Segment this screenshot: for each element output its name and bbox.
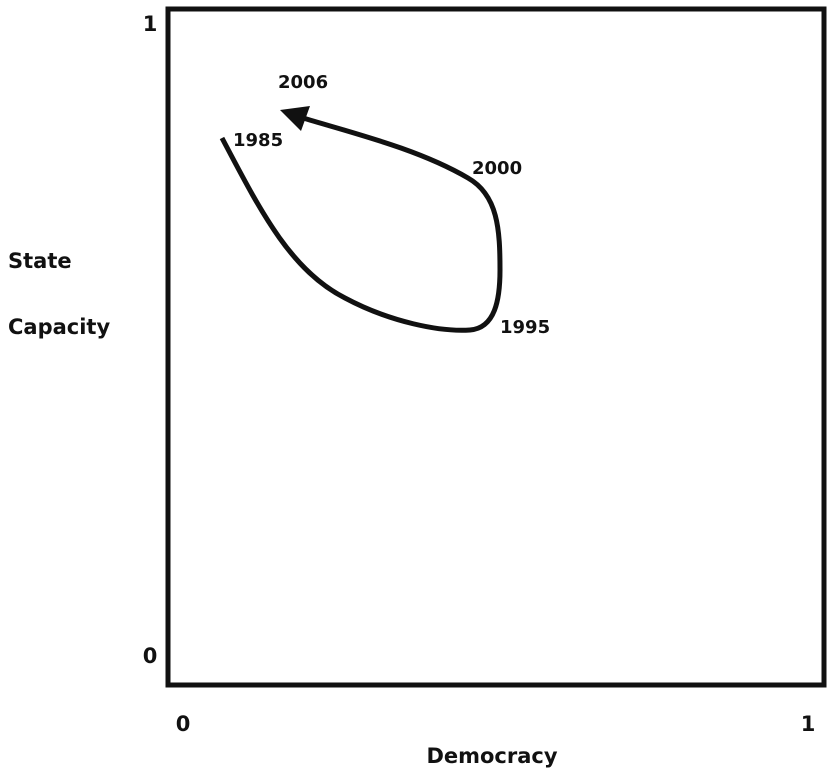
trajectory [219,115,503,333]
y-tick-label: 0 [143,644,158,668]
frame [165,6,827,688]
year-label: 2000 [472,158,522,179]
x-tick-label: 1 [801,712,816,736]
y-axis-label: Capacity [8,315,110,339]
y-tick-label: 1 [143,12,158,36]
arrowhead [280,106,310,131]
year-label: 2006 [278,72,328,93]
year-label: 1985 [233,130,283,151]
x-tick-label: 0 [176,712,191,736]
year-label: 1995 [500,317,550,338]
x-axis-label: Democracy [426,744,557,768]
y-axis-label: State [8,249,72,273]
